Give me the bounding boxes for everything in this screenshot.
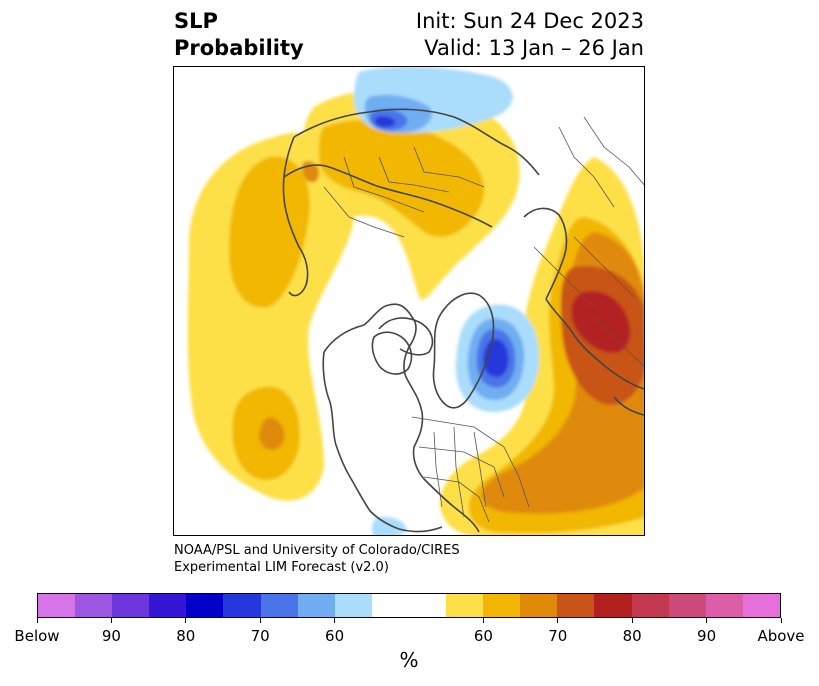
colorbar-tick-label: 60 xyxy=(473,627,493,645)
colorbar-tick-label: 90 xyxy=(101,627,121,645)
colorbar-segment xyxy=(408,594,447,617)
colorbar-tick xyxy=(110,618,112,623)
greenland-coast xyxy=(432,292,495,409)
forecast-dates: Init: Sun 24 Dec 2023 Valid: 13 Jan – 26… xyxy=(416,8,644,62)
colorbar-segment xyxy=(186,594,224,617)
mediterranean xyxy=(613,396,644,416)
siberia-below-75 xyxy=(375,116,396,127)
hudson-bay xyxy=(371,331,413,375)
colorbar-units: % xyxy=(399,648,419,672)
arctic-above-65 xyxy=(319,119,485,237)
siberia-coast xyxy=(293,108,540,176)
colorbar-segment xyxy=(742,594,780,617)
colorbar-segment xyxy=(371,594,409,617)
colorbar-segment xyxy=(483,594,521,617)
credit-text: NOAA/PSL and University of Colorado/CIRE… xyxy=(174,542,460,576)
colorbar-segment xyxy=(520,594,558,617)
colorbar-segment xyxy=(631,594,669,617)
coastlines xyxy=(282,108,644,533)
colorbar-tick-label: 60 xyxy=(325,627,345,645)
scandinavia xyxy=(523,207,568,300)
asia-east-coast xyxy=(282,136,300,248)
europe-above-80 xyxy=(571,291,631,353)
colorbar-segment xyxy=(557,594,595,617)
atlantic-below-60 xyxy=(371,516,407,535)
colorbar-tick-label: Above xyxy=(757,627,805,645)
eurasia-north xyxy=(283,164,493,228)
pacific-above-60 xyxy=(187,132,356,501)
title-variable: SLP xyxy=(174,9,218,33)
kamchatka xyxy=(288,246,309,297)
colorbar-segment xyxy=(705,594,743,617)
colorbar-tick-label: 70 xyxy=(250,627,270,645)
north-america-west xyxy=(322,351,443,533)
colorbar-tick xyxy=(631,618,633,623)
colorbar-segment xyxy=(38,594,76,617)
colorbar-tick xyxy=(706,618,708,623)
colorbar-segment xyxy=(112,594,150,617)
colorbar-tick-label: 70 xyxy=(548,627,568,645)
colorbar-tick xyxy=(185,618,187,623)
pacific-above-70 xyxy=(259,417,285,450)
colorbar-segment xyxy=(297,594,335,617)
colorbar-segment xyxy=(260,594,298,617)
valid-range: Valid: 13 Jan – 26 Jan xyxy=(424,36,644,60)
colorbar-segment xyxy=(446,594,484,617)
colorbar-tick-label: Below xyxy=(14,627,60,645)
credit-line1: NOAA/PSL and University of Colorado/CIRE… xyxy=(174,543,460,558)
title-type: Probability xyxy=(174,36,304,60)
arctic-archipelago xyxy=(378,317,434,356)
colorbar-tick xyxy=(780,618,782,623)
colorbar-segment xyxy=(223,594,261,617)
colorbar-segment xyxy=(334,594,372,617)
colorbar-tick-label: 80 xyxy=(622,627,642,645)
colorbar-segment xyxy=(75,594,113,617)
political-borders xyxy=(323,116,644,523)
colorbar-segment xyxy=(668,594,706,617)
colorbar-tick xyxy=(557,618,559,623)
colorbar-tick xyxy=(482,618,484,623)
forecast-map xyxy=(173,66,645,536)
map-canvas xyxy=(187,67,644,535)
init-date: Init: Sun 24 Dec 2023 xyxy=(415,9,644,33)
colorbar-tick xyxy=(259,618,261,623)
colorbar-tick-label: 90 xyxy=(697,627,717,645)
greenland-below-75 xyxy=(483,338,509,377)
chart-title: SLP Probability xyxy=(174,8,304,62)
colorbar-tick xyxy=(334,618,336,623)
alaska-coast xyxy=(323,303,480,533)
probability-colorbar xyxy=(37,593,781,618)
pacific-above-65 xyxy=(229,156,310,308)
colorbar-tick-label: 80 xyxy=(176,627,196,645)
colorbar-segment xyxy=(594,594,632,617)
colorbar-tick xyxy=(36,618,38,623)
credit-line2: Experimental LIM Forecast (v2.0) xyxy=(174,560,389,575)
europe-coast xyxy=(545,298,644,390)
colorbar-segment xyxy=(149,594,187,617)
